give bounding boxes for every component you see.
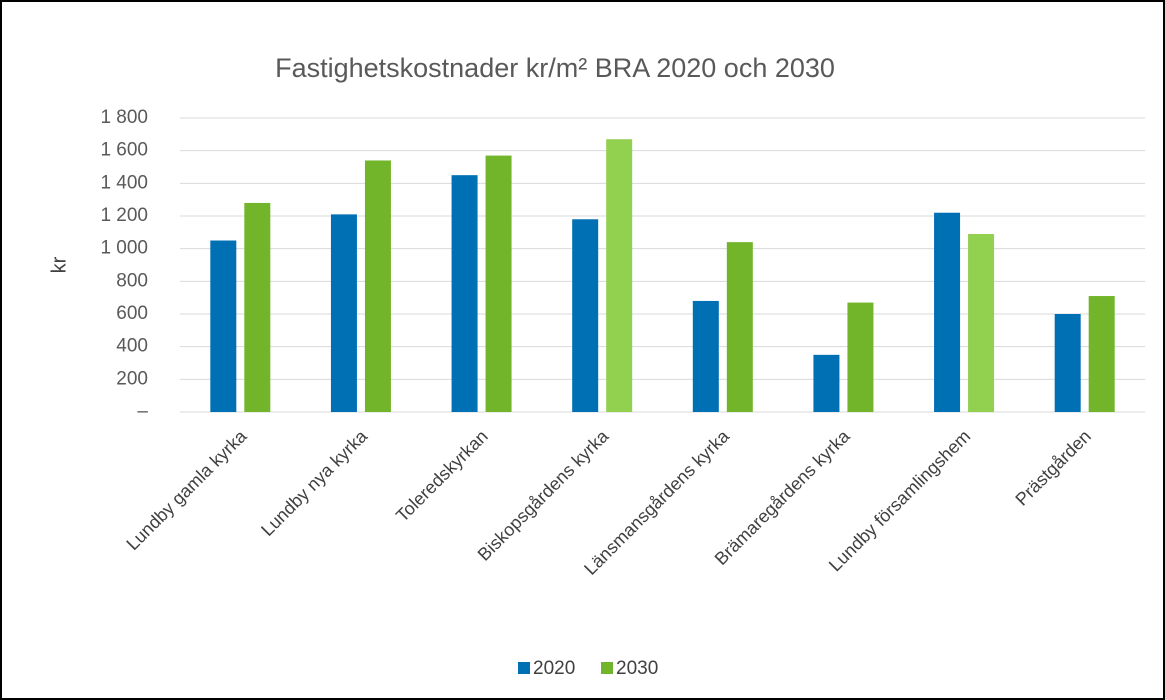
y-axis-label: kr [48,256,70,273]
chart-title: Fastighetskostnader kr/m² BRA 2020 och 2… [275,53,835,83]
bar [1088,296,1115,412]
bar [451,175,478,412]
y-tick-label: 400 [116,336,148,357]
bar [1054,314,1081,412]
bar [813,354,840,412]
y-tick-label: 1 000 [100,238,148,259]
bar [485,155,512,413]
bar [210,240,237,412]
bar [330,214,357,412]
bar [934,212,961,412]
bar [244,202,271,412]
bar [364,160,391,412]
bar [606,139,633,412]
y-tick-label: 1 600 [100,140,148,161]
y-tick-label: – [137,401,148,422]
bar [847,302,874,412]
y-tick-label: 800 [116,270,148,291]
y-tick-label: 200 [116,368,148,389]
legend-swatch [601,662,613,674]
legend-label: 2020 [533,658,575,679]
y-tick-label: 1 800 [100,107,148,128]
y-tick-label: 1 400 [100,172,148,193]
legend-label: 2030 [616,658,658,679]
bar [692,300,719,412]
y-tick-label: 600 [116,303,148,324]
bar [726,242,753,412]
bar [968,233,995,412]
bar [572,219,599,412]
y-tick-label: 1 200 [100,205,148,226]
legend-swatch [518,662,530,674]
